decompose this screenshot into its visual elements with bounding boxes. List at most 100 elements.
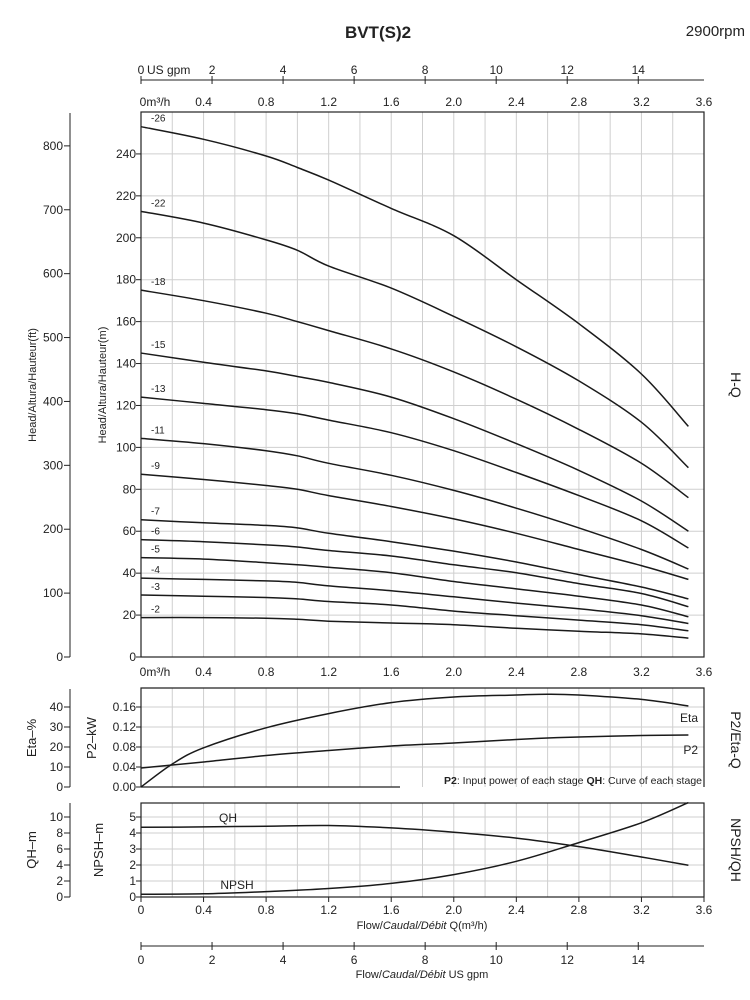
legend-note-qh-text: : Curve of each stage [602, 775, 702, 787]
hq-curve-stages-22 [140, 210, 689, 469]
bottom-flow-tick-label: 2.4 [508, 665, 525, 679]
npsh-tick-label: 0 [129, 890, 136, 904]
top-gpm-tick-label: 0 [138, 63, 145, 77]
top-gpm-tick-label: 2 [209, 63, 216, 77]
hq-curve-label: -11 [151, 425, 165, 436]
bottom-flow-tick-label: 3.2 [633, 665, 650, 679]
hq-m-tick-label: 140 [116, 357, 136, 371]
hq-m-tick-label: 120 [116, 398, 136, 412]
bottom-gpm-tick-label: 14 [632, 953, 646, 967]
bottom-flow-tick-label: 2.0 [445, 665, 462, 679]
p2-plot-frame [140, 687, 705, 787]
flow-m3h-axis-title-part: Caudal/Débit [383, 920, 448, 932]
bottom-flow-tick-label: 3.2 [633, 903, 650, 917]
top-flow-tick-label: 0.4 [195, 95, 212, 109]
bottom-flow-tick-label: 0 [138, 903, 145, 917]
flow-gpm-axis-title-part: Caudal/Débit [382, 969, 447, 981]
npsh-tick-label: 2 [129, 858, 136, 872]
bottom-flow-tick-label: 2.0 [445, 903, 462, 917]
bottom-flow-tick-label: 2.8 [571, 903, 588, 917]
hq-m-tick-label: 200 [116, 231, 136, 245]
hq-m-tick-label: 80 [123, 482, 137, 496]
bottom-gpm-tick-label: 10 [490, 953, 504, 967]
bottom-flow-tick-label: 0.8 [258, 903, 275, 917]
speed-label: 2900rpm [686, 23, 745, 40]
hq-m-axis-title: Head/Altura/Hauteur(m) [97, 327, 109, 444]
p2-eta-panel-label: P2/Eta-Q [728, 711, 744, 769]
bottom-flow-tick-label: 0.8 [258, 665, 275, 679]
p2-curve [140, 734, 689, 769]
bottom-flow-tick-label: 1.2 [320, 903, 337, 917]
top-flow-tick-label: 3.2 [633, 95, 650, 109]
hq-m-tick-label: 0 [129, 650, 136, 664]
qh-tick-label: 8 [56, 826, 63, 840]
top-gpm-tick-label: 8 [422, 63, 429, 77]
bottom-flow-tick-label: 1.6 [383, 665, 400, 679]
bottom-flow-tick-label: 0m³/h [140, 665, 171, 679]
hq-ft-axis-title: Head/Altura/Hauteur(ft) [27, 328, 39, 442]
p2-curve-label: P2 [683, 743, 698, 757]
hq-curve-stages-5 [140, 556, 689, 618]
hq-ft-tick-label: 200 [43, 522, 63, 536]
bottom-gpm-tick-label: 12 [561, 953, 575, 967]
qh-tick-label: 6 [56, 842, 63, 856]
hq-ft-tick-label: 0 [56, 650, 63, 664]
top-flow-tick-label: 3.6 [696, 95, 713, 109]
eta-tick-label: 10 [50, 760, 64, 774]
hq-curve-stages-3 [140, 594, 689, 632]
hq-curve-label: -15 [151, 340, 166, 351]
bottom-gpm-tick-label: 8 [422, 953, 429, 967]
npsh-plot-frame [140, 802, 705, 898]
eta-tick-label: 30 [50, 720, 64, 734]
qh-tick-label: 2 [56, 874, 63, 888]
eta-tick-label: 0 [56, 780, 63, 794]
bottom-flow-tick-label: 2.8 [571, 665, 588, 679]
flow-gpm-axis-title-part: Flow/ [356, 969, 383, 981]
npsh-tick-label: 4 [129, 826, 136, 840]
p2-axis-title: P2–kW [84, 716, 99, 759]
hq-curve-stages-4 [140, 577, 689, 625]
npsh-tick-label: 1 [129, 874, 136, 888]
npsh-qh-panel-label: NPSH/QH [728, 818, 744, 882]
hq-curve-label: -13 [151, 384, 166, 395]
hq-curve-label: -6 [151, 527, 160, 538]
top-flow-tick-label: 2.0 [445, 95, 462, 109]
bottom-flow-tick-label: 0.4 [195, 903, 212, 917]
hq-curve-label: -2 [151, 605, 160, 616]
bottom-flow-tick-label: 1.2 [320, 665, 337, 679]
eta-curve [140, 693, 689, 788]
hq-curve-label: -5 [151, 545, 160, 556]
hq-curve-stages-9 [140, 473, 689, 581]
hq-curve-stages-13 [140, 396, 689, 549]
bottom-gpm-tick-label: 2 [209, 953, 216, 967]
top-flow-tick-label: 1.6 [383, 95, 400, 109]
top-gpm-tick-label: 10 [490, 63, 504, 77]
bottom-flow-tick-label: 0.4 [195, 665, 212, 679]
hq-ft-tick-label: 600 [43, 267, 63, 281]
p2-kw-tick-label: 0.00 [113, 780, 137, 794]
legend-note-p2-text: : Input power of each stage [457, 775, 587, 787]
top-flow-tick-label: 2.4 [508, 95, 525, 109]
hq-ft-tick-label: 700 [43, 203, 63, 217]
npsh-axis-title: NPSH–m [91, 823, 106, 877]
hq-m-tick-label: 20 [123, 608, 137, 622]
top-flow-tick-label: 1.2 [320, 95, 337, 109]
qh-curve [140, 824, 689, 867]
hq-m-tick-label: 40 [123, 566, 137, 580]
hq-curve-stages-18 [140, 289, 689, 499]
hq-curve-stages-15 [140, 352, 689, 532]
bottom-flow-tick-label: 2.4 [508, 903, 525, 917]
npsh-curve-label: NPSH [220, 878, 253, 892]
hq-curve-label: -26 [151, 114, 166, 125]
chart-title: BVT(S)2 [345, 23, 411, 42]
p2-kw-tick-label: 0.16 [113, 700, 137, 714]
hq-curve-label: -22 [151, 198, 166, 209]
npsh-tick-label: 3 [129, 842, 136, 856]
hq-curve-stages-11 [140, 437, 689, 570]
hq-curve-stages-6 [140, 538, 689, 608]
bottom-flow-tick-label: 3.6 [696, 903, 713, 917]
hq-panel-label: H-Q [728, 372, 744, 398]
qh-axis-title: QH–m [24, 831, 39, 869]
qh-tick-label: 0 [56, 890, 63, 904]
